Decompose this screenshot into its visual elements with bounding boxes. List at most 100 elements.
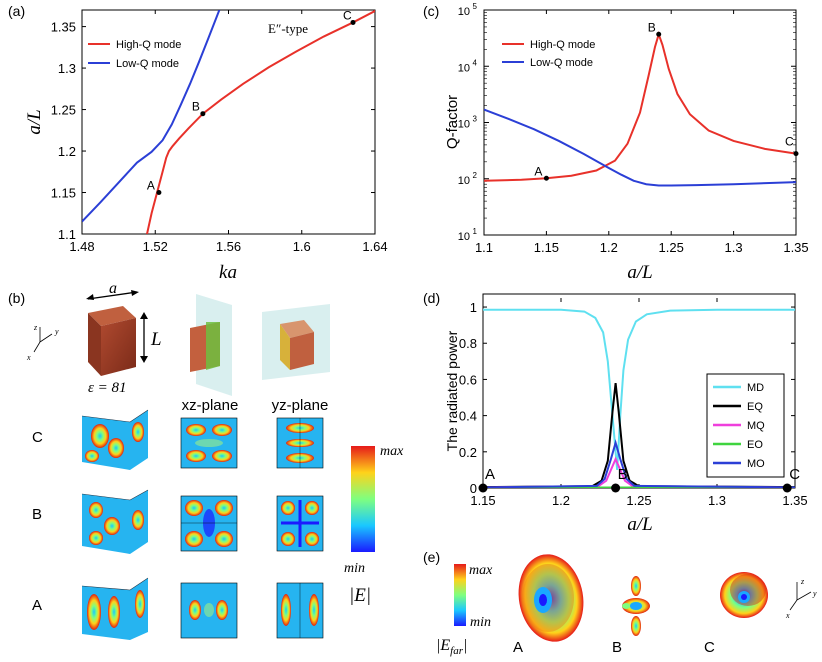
point-C: [350, 19, 356, 25]
chart-a-xlabel: ka: [219, 262, 237, 283]
y-tick-label: 0.6: [459, 372, 477, 387]
legend-label-high-q: High-Q mode: [116, 39, 181, 51]
point-C: [782, 483, 792, 493]
y-tick-label: 10: [458, 175, 470, 187]
x-tick-label: 1.15: [470, 493, 495, 508]
yz-plane-label: yz-plane: [272, 397, 329, 414]
series-line-mq: [483, 456, 795, 488]
y-tick-label: 10: [458, 62, 470, 74]
field-xz-c: [180, 417, 238, 469]
x-tick-label: 1.1: [475, 240, 493, 255]
chart-d: a/L The radiated power MD EQ MQ EO MO 1.15 1.…: [444, 293, 808, 535]
x-tick-label: 1.3: [725, 240, 743, 255]
point-A: [156, 190, 162, 196]
axis-x: x: [26, 353, 31, 362]
field-maps-3d: [81, 409, 149, 640]
x-tick-label: 1.56: [216, 239, 241, 254]
axes-triad-e: z y x: [785, 577, 817, 620]
colorbar-e-label: |Efar|: [436, 637, 467, 657]
dim-a-label: a: [109, 280, 117, 297]
x-tick-label: 1.25: [659, 240, 684, 255]
x-tick-label: 1.6: [293, 239, 311, 254]
dim-L-label: L: [150, 329, 162, 350]
y-tick-exponent: 3: [473, 115, 478, 124]
colorbar-b-gradient: [351, 446, 375, 552]
axis-x: x: [785, 611, 790, 620]
axis-z: z: [800, 577, 805, 586]
point-label-A: A: [485, 466, 495, 483]
point-C: [793, 151, 799, 157]
chart-a: E″-type ka a/L High-Q mode Low-Q mode 1.…: [24, 8, 388, 283]
chart-c-legend: High-Q mode Low-Q mode: [502, 39, 595, 69]
point-label-B: B: [192, 100, 200, 114]
point-label-A: A: [534, 164, 542, 178]
y-tick-label: 1: [470, 300, 477, 315]
far-field-c: [720, 572, 768, 618]
prism-yz-side: [280, 324, 290, 370]
x-tick-label: 1.25: [626, 493, 651, 508]
field-yz-a: [276, 582, 324, 639]
legend-label-mq: MQ: [747, 420, 765, 432]
row-label-c: C: [32, 429, 43, 446]
chart-a-legend: High-Q mode Low-Q mode: [88, 39, 181, 70]
legend-label-low-q: Low-Q mode: [116, 58, 179, 70]
series-line-high-q-mode: [146, 10, 375, 234]
chart-c-xlabel: a/L: [627, 262, 652, 283]
field-xz-a: [180, 582, 238, 639]
chart-d-ylabel: The radiated power: [444, 330, 460, 451]
x-tick-label: 1.48: [69, 239, 94, 254]
x-tick-label: 1.15: [534, 240, 559, 255]
field-maps-yz: [276, 417, 324, 639]
dielectric-prism-diagram: a L ε = 81 z y x xz-plane yz-plane: [26, 280, 330, 414]
legend-label-mo: MO: [747, 458, 765, 470]
legend-label-eq: EQ: [747, 401, 763, 413]
colorbar-e-max: max: [469, 563, 493, 578]
point-B: [611, 483, 621, 493]
x-tick-label: 1.64: [362, 239, 387, 254]
far-field-a: [518, 554, 584, 642]
colorbar-e: max min |Efar|: [436, 563, 493, 657]
y-tick-label: 10: [458, 6, 470, 18]
prism-side: [88, 313, 101, 376]
legend-label-low-q: Low-Q mode: [530, 57, 593, 69]
point-label-A: A: [147, 179, 155, 193]
field-3d-c: [81, 409, 149, 470]
legend-label-md: MD: [747, 382, 764, 394]
point-A: [478, 483, 488, 493]
colorbar-e-gradient: [454, 564, 466, 626]
panel-label-e: (e): [423, 549, 440, 565]
series-line-eq: [483, 382, 795, 488]
y-tick-label: 0: [470, 481, 477, 496]
field-3d-b: [81, 489, 149, 554]
chart-d-legend: MD EQ MQ EO MO: [706, 373, 785, 478]
axis-y: y: [54, 327, 59, 336]
legend-label-eo: EO: [747, 439, 763, 451]
y-tick-label: 0.4: [459, 409, 477, 424]
field-yz-c: [276, 417, 324, 469]
y-tick-label: 1.2: [58, 144, 76, 159]
chart-c-ylabel: Q-factor: [444, 95, 461, 149]
point-label-B: B: [648, 20, 656, 34]
y-tick-label: 10: [458, 231, 470, 243]
series-line-low-q-mode: [484, 108, 796, 187]
colorbar-b-min: min: [344, 561, 365, 576]
far-field-label-c: C: [704, 639, 715, 656]
x-tick-label: 1.35: [783, 240, 808, 255]
row-label-b: B: [32, 506, 42, 523]
colorbar-b-max: max: [380, 444, 404, 459]
prism-yz-top: [280, 320, 314, 338]
point-A: [543, 175, 549, 181]
series-line-md: [483, 308, 795, 470]
x-tick-label: 1.3: [708, 493, 726, 508]
panel-label-d: (d): [423, 290, 440, 306]
field-xz-b: [180, 495, 238, 552]
y-tick-label: 1.25: [51, 103, 76, 118]
colorbar-b-label: |E|: [349, 585, 371, 606]
plane-section-xz: [206, 322, 220, 370]
far-field-b: [622, 576, 650, 636]
point-B: [656, 31, 662, 37]
dimension-arrow-a: [87, 291, 138, 300]
prism-yz-front: [290, 332, 314, 370]
far-field-label-b: B: [612, 639, 622, 656]
y-tick-exponent: 4: [473, 58, 478, 67]
